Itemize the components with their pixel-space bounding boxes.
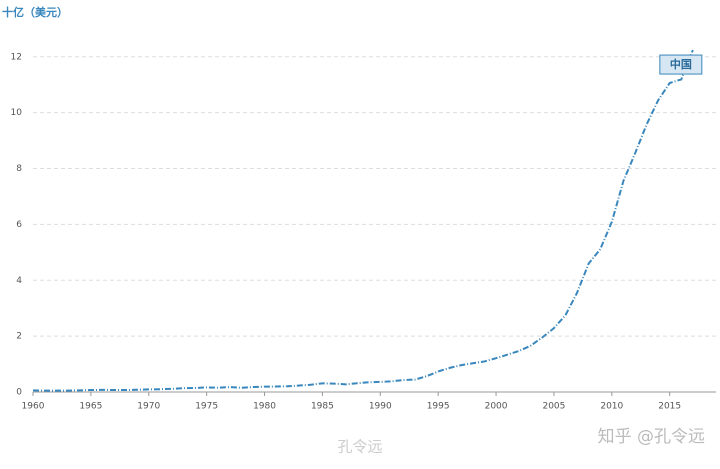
x-tick-label: 2010 xyxy=(600,402,623,412)
y-tick-label: 6 xyxy=(16,220,22,230)
y-tick-label: 8 xyxy=(16,164,22,174)
y-tick-label: 2 xyxy=(16,332,22,342)
y-tick-label: 4 xyxy=(16,276,22,286)
x-tick-label: 1970 xyxy=(137,402,160,412)
data-line xyxy=(32,49,694,392)
y-axis-label: 十亿（美元） xyxy=(2,5,68,19)
x-tick-label: 2000 xyxy=(485,402,508,412)
series-label: 中国 xyxy=(670,57,692,71)
watermark: 知乎 @孔令远 xyxy=(598,427,705,447)
y-tick-label: 0 xyxy=(16,388,22,398)
watermark: 孔令远 xyxy=(337,438,382,456)
x-tick-label: 1960 xyxy=(22,402,45,412)
x-tick-label: 2005 xyxy=(542,402,565,412)
x-tick-label: 1985 xyxy=(311,402,334,412)
x-tick-label: 1965 xyxy=(79,402,102,412)
y-tick-label: 10 xyxy=(11,108,23,118)
x-tick-label: 2015 xyxy=(658,402,681,412)
x-tick-label: 1980 xyxy=(253,402,276,412)
x-tick-label: 1975 xyxy=(195,402,218,412)
x-tick-label: 1995 xyxy=(427,402,450,412)
x-tick-label: 1990 xyxy=(369,402,392,412)
y-tick-label: 12 xyxy=(11,52,22,62)
series-label-box xyxy=(659,54,703,75)
